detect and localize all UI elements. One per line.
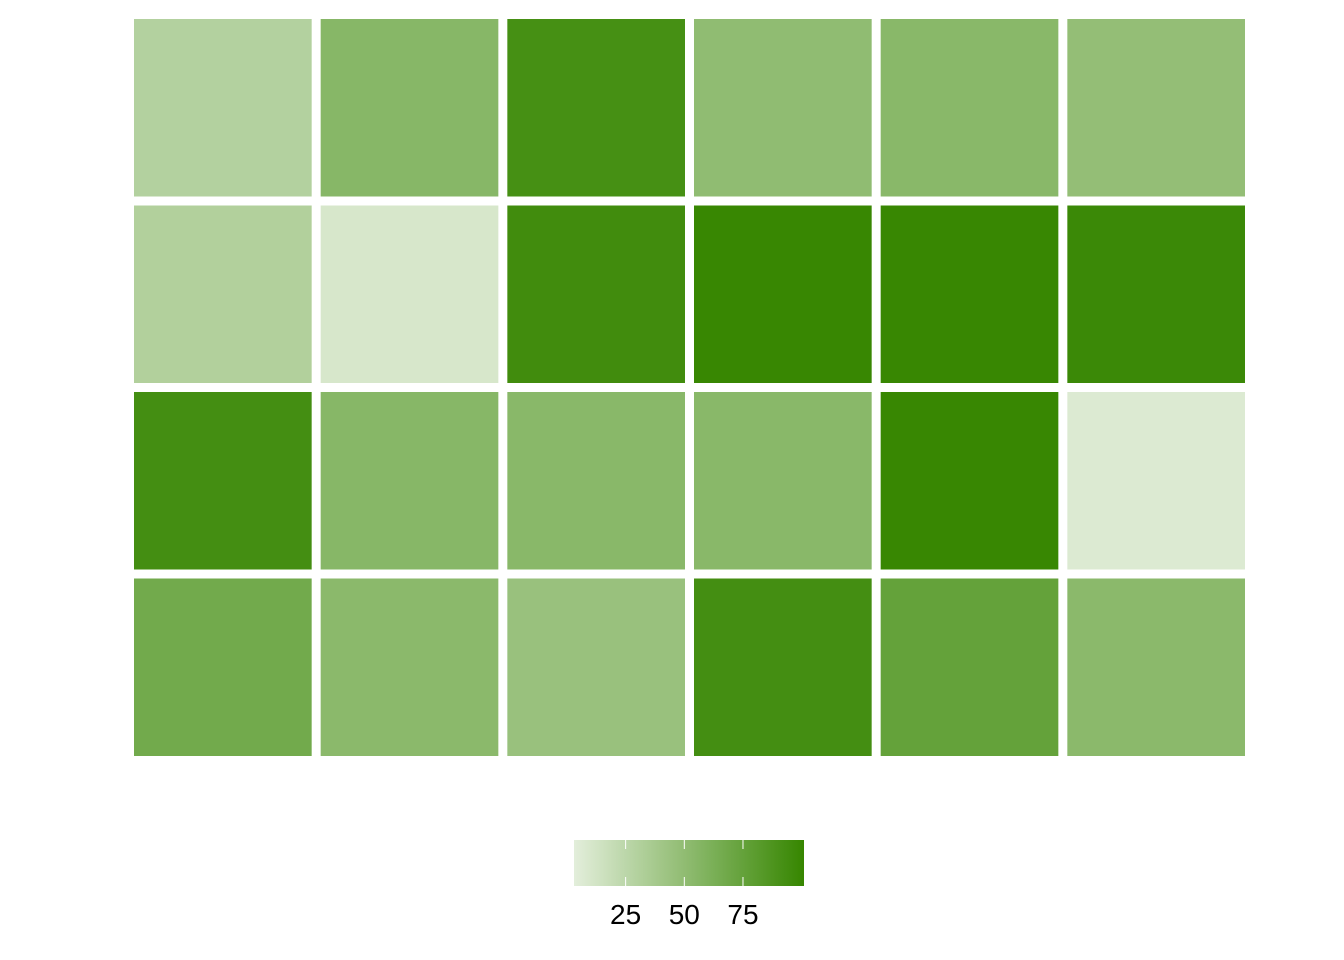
heatmap-cell-r3-c4 — [694, 392, 872, 570]
legend-tick-label: 50 — [669, 899, 700, 930]
heatmap-cell-r3-c5 — [880, 392, 1059, 570]
heatmap-cell-r2-c1 — [134, 205, 312, 383]
heatmap-cell-r2-c2 — [320, 205, 499, 383]
heatmap-cell-r4-c2 — [320, 578, 499, 756]
heatmap-cell-r1-c5 — [880, 19, 1059, 197]
heatmap-cell-r2-c3 — [507, 205, 685, 383]
heatmap-cell-r4-c6 — [1067, 578, 1245, 756]
heatmap-cell-r2-c6 — [1067, 205, 1245, 383]
heatmap-cell-r3-c2 — [320, 392, 499, 570]
legend-ticks: 25 50 75 — [610, 840, 759, 930]
legend-colorbar — [574, 840, 804, 886]
legend-tick-label: 25 — [610, 899, 641, 930]
legend-tick-label: 75 — [727, 899, 758, 930]
heatmap-cell-r1-c6 — [1067, 19, 1245, 197]
heatmap-cell-r3-c1 — [134, 392, 312, 570]
heatmap-cell-r2-c5 — [880, 205, 1059, 383]
heatmap-cell-r1-c1 — [134, 19, 312, 197]
heatmap-cell-r4-c4 — [694, 578, 872, 756]
heatmap-cell-r4-c5 — [880, 578, 1059, 756]
heatmap-cells — [134, 19, 1245, 756]
heatmap-cell-r3-c3 — [507, 392, 685, 570]
heatmap-cell-r1-c4 — [694, 19, 872, 197]
heatmap-cell-r4-c1 — [134, 578, 312, 756]
heatmap-cell-r1-c2 — [320, 19, 499, 197]
heatmap-cell-r3-c6 — [1067, 392, 1245, 570]
heatmap-cell-r2-c4 — [694, 205, 872, 383]
heatmap-cell-r1-c3 — [507, 19, 685, 197]
heatmap-cell-r4-c3 — [507, 578, 685, 756]
color-legend: 25 50 75 — [574, 840, 804, 930]
